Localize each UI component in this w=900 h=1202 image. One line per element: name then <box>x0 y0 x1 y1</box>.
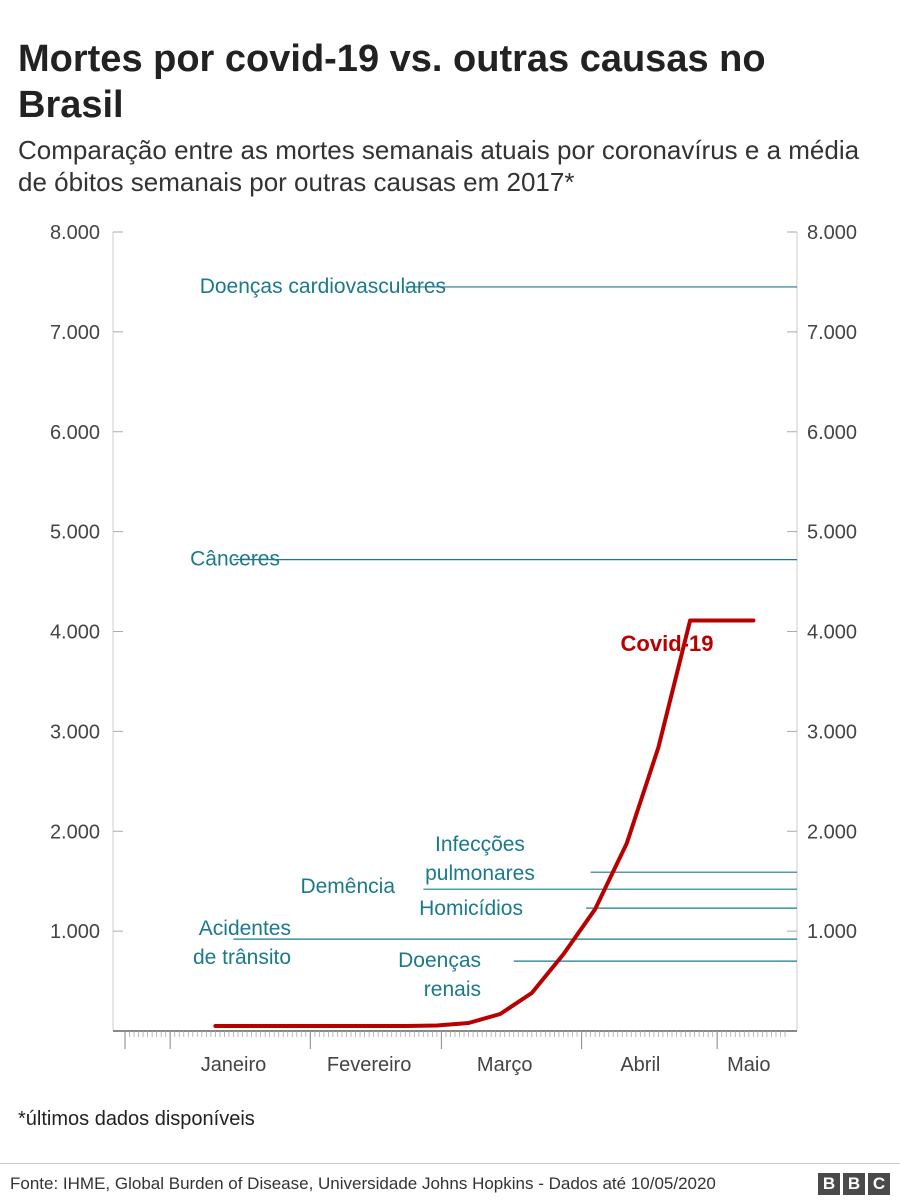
y-tick-label-left: 2.000 <box>50 821 100 843</box>
y-tick-label-right: 6.000 <box>807 422 857 444</box>
y-tick-label-right: 3.000 <box>807 721 857 743</box>
reference-label: Acidentes de trânsito <box>193 917 291 969</box>
source-text: Fonte: IHME, Global Burden of Disease, U… <box>10 1174 716 1193</box>
reference-label: Doenças cardiovasculares <box>200 275 446 298</box>
line-chart: 1.000 1.000 2.000 2.000 3.000 3.000 4.000 4.000… <box>50 222 857 1076</box>
y-tick-label-left: 3.000 <box>50 721 100 743</box>
reference-label: Doenças renais <box>398 949 481 1001</box>
x-tick-label: Abril <box>620 1054 660 1076</box>
footnote: *últimos dados disponíveis <box>18 1108 255 1130</box>
x-tick-label: Janeiro <box>201 1054 267 1076</box>
y-tick-label-left: 8.000 <box>50 222 100 244</box>
y-tick-label-left: 7.000 <box>50 322 100 344</box>
reference-label: Demência <box>300 875 395 898</box>
x-tick-label: Fevereiro <box>327 1054 411 1076</box>
x-tick-label: Maio <box>727 1054 770 1076</box>
y-tick-label-right: 8.000 <box>807 222 857 244</box>
y-tick-label-left: 1.000 <box>50 921 100 943</box>
y-tick-label-right: 4.000 <box>807 622 857 644</box>
covid-series-label: Covid-19 <box>621 631 714 656</box>
y-tick-label-right: 5.000 <box>807 522 857 544</box>
y-tick-label-right: 1.000 <box>807 921 857 943</box>
y-tick-label-left: 6.000 <box>50 422 100 444</box>
reference-label: Cânceres <box>190 548 280 571</box>
x-tick-label: Março <box>477 1054 533 1076</box>
footer: Fonte: IHME, Global Burden of Disease, U… <box>0 1163 900 1202</box>
chart-title: Mortes por covid-19 vs. outras causas no… <box>18 38 766 126</box>
covid-series-line <box>213 618 756 1028</box>
y-tick-label-left: 5.000 <box>50 522 100 544</box>
y-tick-label-left: 4.000 <box>50 622 100 644</box>
chart-subtitle: Comparação entre as mortes semanais atua… <box>18 135 860 197</box>
y-tick-label-right: 2.000 <box>807 821 857 843</box>
reference-label: Homicídios <box>419 897 523 920</box>
y-tick-label-right: 7.000 <box>807 322 857 344</box>
reference-label: Infecções pulmonares <box>425 833 535 885</box>
